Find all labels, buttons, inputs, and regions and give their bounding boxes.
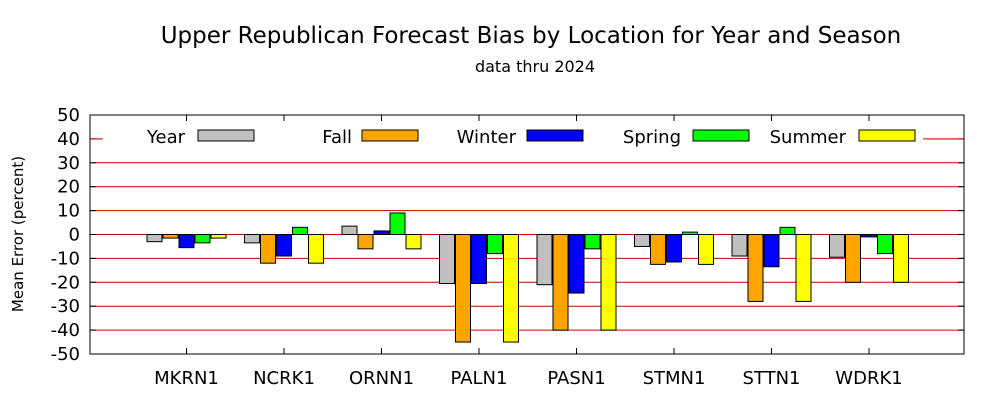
y-tick-label: 20 [57,177,80,198]
y-tick-label: 50 [57,105,80,126]
x-tick-label-ncrk1: NCRK1 [253,368,315,389]
bar-wdrk1-spring [877,234,893,255]
legend-swatch-spring [692,129,750,142]
bar-ncrk1-winter [276,234,292,257]
bar-sttn1-winter [763,234,780,268]
bar-pasn1-winter [568,234,585,294]
legend-swatch-summer [858,129,916,142]
bar-wdrk1-fall [845,234,861,283]
bar-stmn1-summer [698,234,714,265]
bar-stmn1-year [634,234,650,247]
x-tick-label-sttn1: STTN1 [742,368,800,389]
chart-title: Upper Republican Forecast Bias by Locati… [161,23,902,49]
gridlines [90,138,964,331]
x-tick-label-wdrk1: WDRK1 [835,368,902,389]
bar-paln1-spring [487,234,503,255]
chart-subtitle: data thru 2024 [475,57,595,76]
bar-paln1-winter [471,234,487,284]
bar-paln1-year [439,234,455,284]
bar-ncrk1-fall [260,234,276,264]
x-tick-label-pasn1: PASN1 [547,368,605,389]
legend-label-winter: Winter [457,127,517,148]
y-tick-label: 0 [69,225,80,246]
x-tick-label-paln1: PALN1 [451,368,508,389]
bar-pasn1-fall [552,234,569,331]
x-tick-label-mkrn1: MKRN1 [154,368,219,389]
legend-label-summer: Summer [770,127,847,148]
x-tick-label-ornn1: ORNN1 [349,368,414,389]
legend-swatch-year [197,129,255,142]
bar-ornn1-fall [357,234,374,250]
bar-mkrn1-winter [178,234,195,249]
y-axis-label: Mean Error (percent) [9,156,27,312]
bar-paln1-fall [455,234,471,343]
bar-mkrn1-summer [210,234,227,239]
bar-stmn1-spring [682,231,698,236]
x-axis-ticks: MKRN1 NCRK1 ORNN1 PALN1 PASN1 STMN1 STTN1 WDRK1 [154,115,903,389]
bar-ornn1-year [341,225,358,235]
legend-label-fall: Fall [322,127,352,148]
bar-wdrk1-winter [861,234,877,238]
y-tick-label: -30 [51,296,80,317]
legend-label-year: Year [146,127,186,148]
bar-pasn1-summer [600,234,617,331]
x-tick-label-stmn1: STMN1 [643,368,706,389]
bar-mkrn1-year [146,234,163,243]
bar-stmn1-winter [666,234,682,263]
bar-mkrn1-fall [162,234,179,239]
bar-ncrk1-spring [292,226,308,236]
bar-wdrk1-summer [893,234,909,283]
legend-swatch-winter [526,129,584,142]
y-tick-label: -10 [51,248,80,269]
bar-wdrk1-year [829,234,845,258]
bar-pasn1-year [536,234,553,286]
bar-sttn1-fall [747,234,764,302]
y-tick-label: 40 [57,129,80,150]
y-tick-label: -40 [51,320,80,341]
bars [146,212,909,343]
y-tick-label: -50 [51,344,80,365]
y-tick-label: 10 [57,201,80,222]
bar-paln1-summer [503,234,519,343]
bar-mkrn1-spring [194,234,211,244]
bar-ornn1-winter [373,230,390,235]
bar-ornn1-spring [389,212,406,236]
legend: Year Fall Winter Spring Summer [90,124,964,149]
bar-pasn1-spring [584,234,601,250]
bar-sttn1-spring [779,226,796,236]
y-tick-label: -20 [51,272,80,293]
bar-ornn1-summer [405,234,422,250]
y-axis-ticks: 50 40 30 20 10 0-10 -20 -30 -40 -50 [51,105,964,365]
legend-label-spring: Spring [623,127,681,148]
bar-stmn1-fall [650,234,666,265]
y-tick-label: 30 [57,153,80,174]
bar-ncrk1-year [244,234,260,244]
bar-sttn1-summer [795,234,812,302]
bar-sttn1-year [731,234,748,257]
plot-frame [89,114,965,355]
legend-swatch-fall [361,129,419,142]
bar-ncrk1-summer [308,234,324,264]
